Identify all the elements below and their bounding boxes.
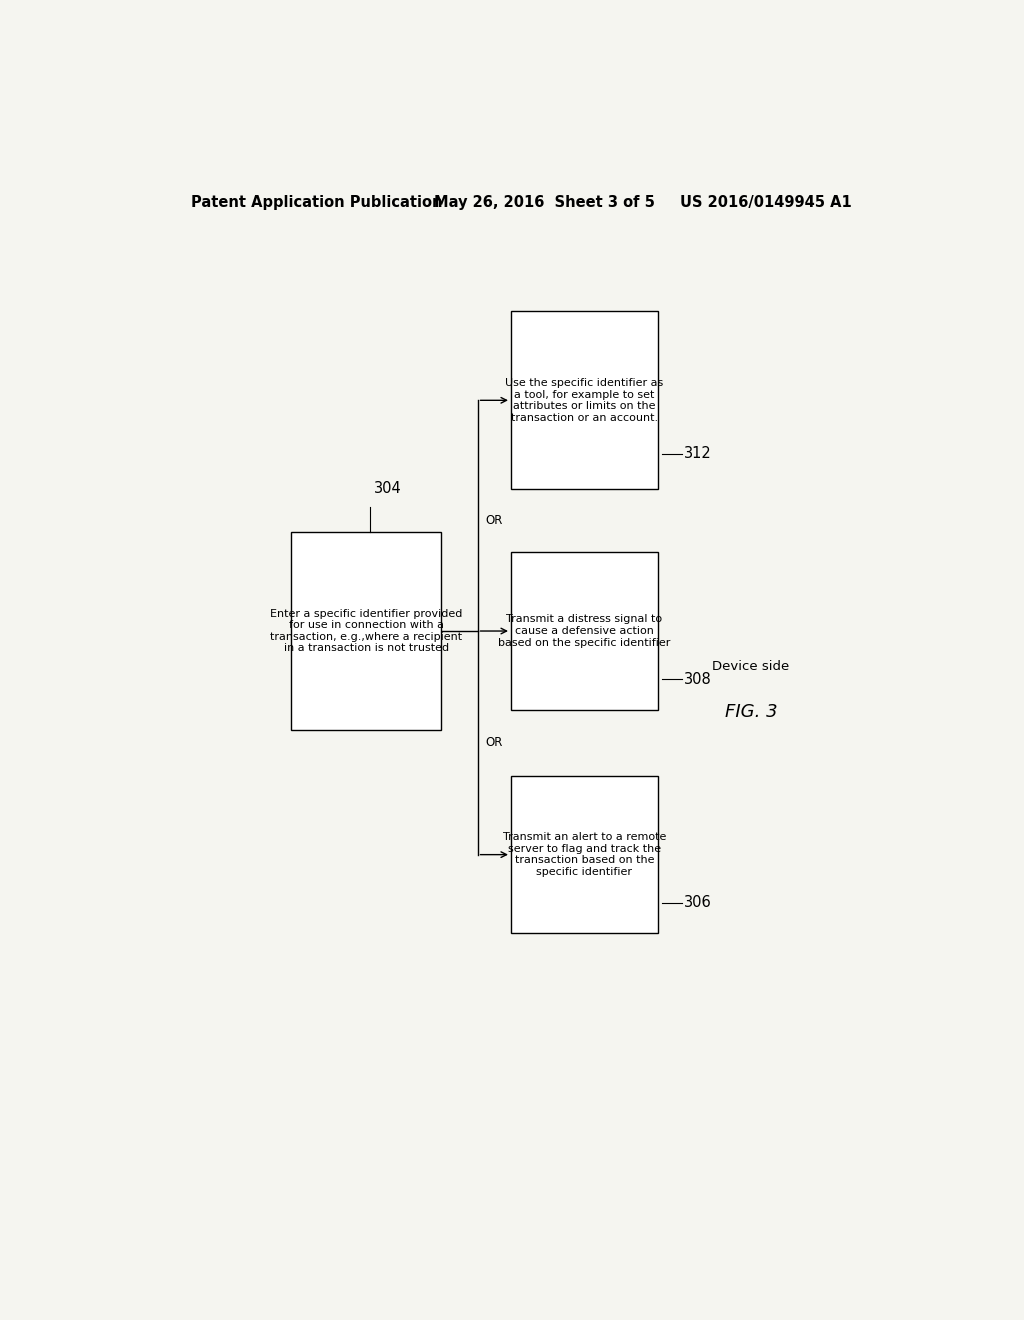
Bar xyxy=(511,312,657,490)
Text: May 26, 2016  Sheet 3 of 5: May 26, 2016 Sheet 3 of 5 xyxy=(433,194,654,210)
Text: 306: 306 xyxy=(684,895,712,911)
Text: Device side: Device side xyxy=(713,660,790,673)
Text: US 2016/0149945 A1: US 2016/0149945 A1 xyxy=(680,194,851,210)
Text: Patent Application Publication: Patent Application Publication xyxy=(191,194,443,210)
Text: FIG. 3: FIG. 3 xyxy=(725,704,777,721)
Text: 308: 308 xyxy=(684,672,712,686)
Text: OR: OR xyxy=(485,515,503,527)
Bar xyxy=(291,532,441,730)
Text: Use the specific identifier as
a tool, for example to set
attributes or limits o: Use the specific identifier as a tool, f… xyxy=(505,378,664,422)
Text: 304: 304 xyxy=(374,482,401,496)
Bar xyxy=(511,776,657,933)
Text: Enter a specific identifier provided
for use in connection with a
transaction, e: Enter a specific identifier provided for… xyxy=(270,609,462,653)
Bar xyxy=(511,552,657,710)
Text: Transmit a distress signal to
cause a defensive action
based on the specific ide: Transmit a distress signal to cause a de… xyxy=(498,614,671,648)
Text: 312: 312 xyxy=(684,446,712,461)
Text: OR: OR xyxy=(485,737,503,750)
Text: Transmit an alert to a remote
server to flag and track the
transaction based on : Transmit an alert to a remote server to … xyxy=(503,832,666,876)
